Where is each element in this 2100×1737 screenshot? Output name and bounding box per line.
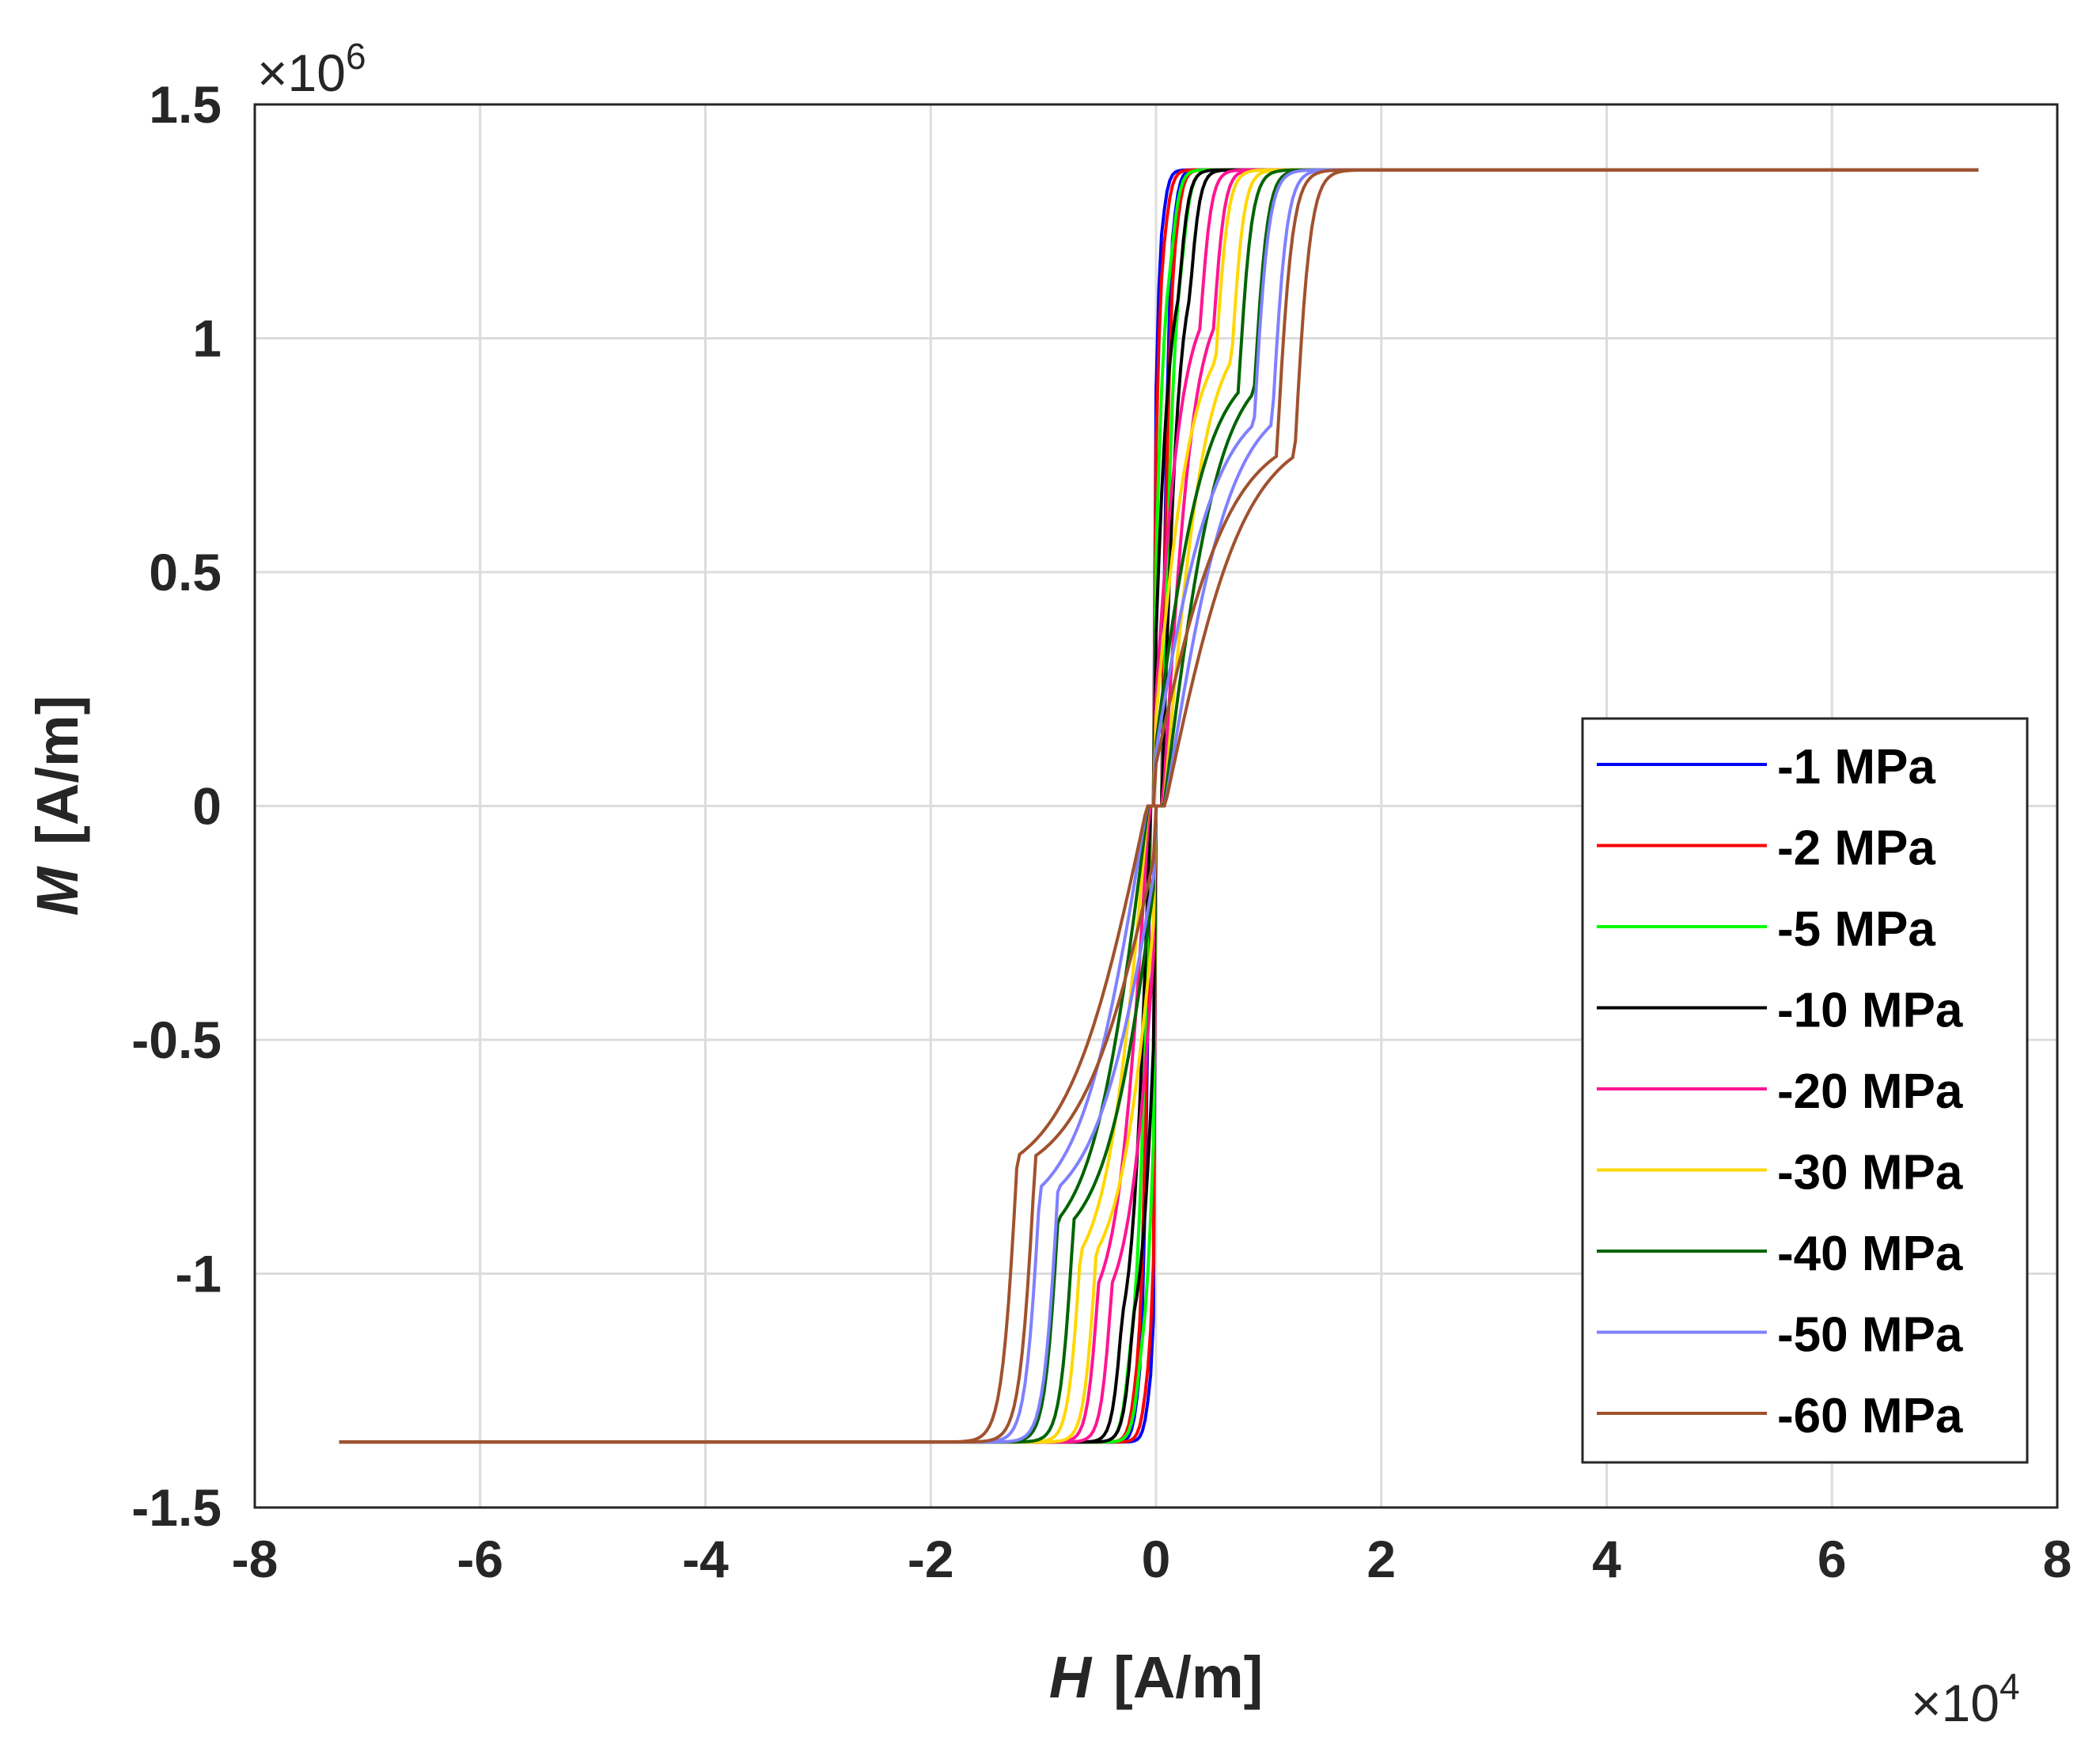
series-line	[339, 168, 1979, 1444]
legend-entry: -20 MPa	[1777, 1064, 1963, 1119]
x-tick-label: 4	[1592, 1530, 1621, 1588]
x-tick-label: 2	[1367, 1530, 1396, 1588]
plot-frame	[253, 103, 2059, 1509]
legend-entry: -10 MPa	[1777, 984, 1963, 1038]
y-tick-label: -0.5	[131, 1011, 222, 1069]
legend-entry: -60 MPa	[1777, 1389, 1963, 1443]
x-tick-label: 6	[1818, 1530, 1847, 1588]
legend: -1 MPa -2 MPa -5 MPa -10 MPa -20 MPa -30 MPa -…	[1581, 717, 2029, 1464]
x-axis-label: H [A/m]	[1049, 1644, 1264, 1710]
legend-entry: -1 MPa	[1777, 740, 1935, 795]
x-exponent-label: ×104	[1911, 1666, 2020, 1732]
x-tick-label: -4	[682, 1530, 729, 1588]
y-tick-label: 1	[192, 309, 222, 368]
x-tick-label: 8	[2043, 1530, 2072, 1588]
x-tick-label: 0	[1142, 1530, 1171, 1588]
y-exponent-label: ×106	[257, 36, 366, 102]
x-tick-labels: -8 -6 -4 -2 0 2 4 6 8	[232, 1530, 2072, 1588]
y-tick-label: 0.5	[149, 543, 222, 601]
x-tick-label: -6	[457, 1530, 503, 1588]
x-tick-label: -2	[908, 1530, 954, 1588]
series-lines	[339, 168, 1979, 1444]
y-tick-labels: -1.5 -1 -0.5 0 0.5 1 1.5	[131, 75, 222, 1537]
x-tick-label: -8	[232, 1530, 279, 1588]
y-tick-label: -1	[175, 1245, 222, 1303]
legend-entry: -30 MPa	[1777, 1146, 1963, 1200]
y-axis-label: M[A/m]	[25, 696, 90, 916]
legend-entry: -5 MPa	[1777, 902, 1935, 957]
legend-entry: -40 MPa	[1777, 1227, 1963, 1281]
y-tick-label: -1.5	[131, 1478, 222, 1537]
legend-entry: -2 MPa	[1777, 821, 1935, 876]
y-tick-label: 1.5	[149, 75, 222, 134]
legend-entry: -50 MPa	[1777, 1308, 1963, 1363]
y-tick-label: 0	[192, 777, 222, 836]
